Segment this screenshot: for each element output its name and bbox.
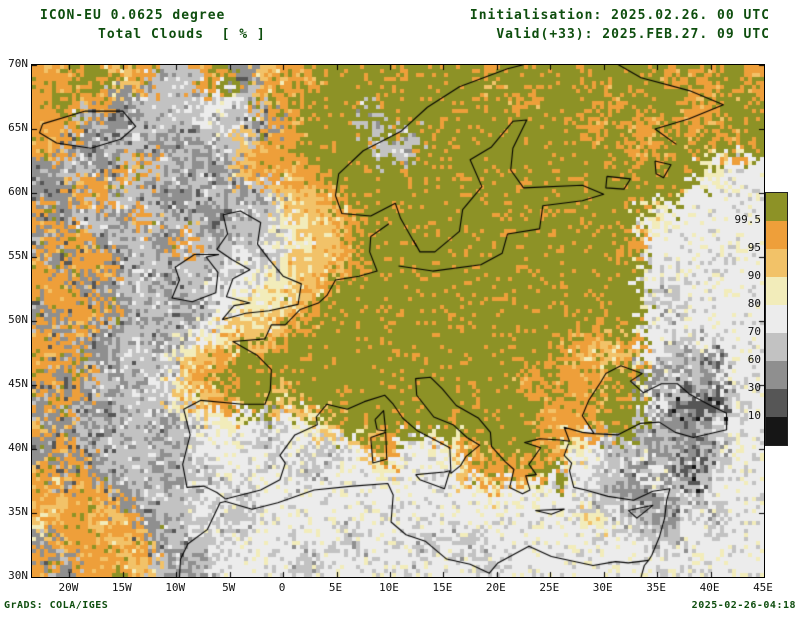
init-time: Initialisation: 2025.02.26. 00 UTC	[469, 8, 770, 23]
lon-tick-label: 20E	[485, 581, 506, 594]
colorbar-label: 70	[747, 325, 761, 338]
lat-tick-label: 30N	[8, 569, 28, 582]
lat-tick-label: 35N	[8, 505, 28, 518]
lon-tick-label: 15E	[432, 581, 453, 594]
lon-tick-label: 20W	[58, 581, 79, 594]
valid-time: Valid(+33): 2025.FEB.27. 09 UTC	[496, 27, 770, 42]
colorbar-label: 99.5	[734, 213, 762, 226]
colorbar-block	[766, 417, 787, 445]
creation-timestamp: 2025-02-26-04:18	[691, 600, 796, 611]
colorbar-label: 10	[747, 409, 761, 422]
colorbar-block	[766, 249, 787, 277]
lat-tick-label: 60N	[8, 185, 28, 198]
colorbar-block	[766, 389, 787, 417]
lat-tick-label: 45N	[8, 377, 28, 390]
lat-tick-label: 65N	[8, 121, 28, 134]
colorbar-label: 30	[747, 381, 761, 394]
lat-tick-label: 50N	[8, 313, 28, 326]
colorbar-block	[766, 277, 787, 305]
colorbar-label: 90	[747, 269, 761, 282]
lon-tick-label: 10W	[165, 581, 186, 594]
colorbar-block	[766, 305, 787, 333]
lat-tick-label: 70N	[8, 57, 28, 70]
lon-tick-label: 0	[278, 581, 286, 594]
lon-tick-label: 15W	[111, 581, 132, 594]
lon-tick-label: 5W	[222, 581, 236, 594]
colorbar-block	[766, 193, 787, 221]
grads-credit: GrADS: COLA/IGES	[4, 600, 109, 611]
colorbar-label: 95	[747, 241, 761, 254]
colorbar	[765, 192, 788, 446]
colorbar-block	[766, 221, 787, 249]
lon-tick-label: 45E	[753, 581, 773, 594]
lon-tick-label: 30E	[592, 581, 613, 594]
lon-tick-label: 25E	[539, 581, 560, 594]
colorbar-block	[766, 333, 787, 361]
colorbar-label: 80	[747, 297, 761, 310]
model-title: ICON-EU 0.0625 degree	[40, 8, 226, 23]
lat-tick-label: 55N	[8, 249, 28, 262]
colorbar-block	[766, 361, 787, 389]
colorbar-label: 60	[747, 353, 761, 366]
lon-tick-label: 5E	[328, 581, 343, 594]
lat-tick-label: 40N	[8, 441, 28, 454]
lon-tick-label: 40E	[699, 581, 720, 594]
variable-title: Total Clouds [ % ]	[98, 27, 266, 42]
map-plot-area	[31, 64, 765, 578]
lon-tick-label: 35E	[646, 581, 667, 594]
lon-tick-label: 10E	[379, 581, 399, 594]
cloud-cover-map-canvas	[32, 65, 764, 577]
